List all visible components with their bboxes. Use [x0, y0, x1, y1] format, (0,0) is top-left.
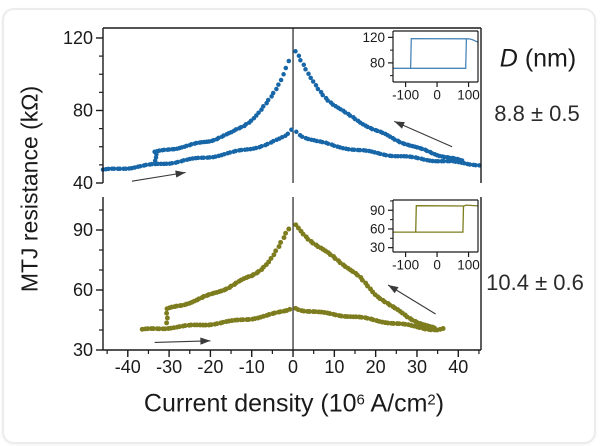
x-tick-label: -40	[115, 357, 141, 377]
y-tick-label: 80	[370, 55, 385, 70]
device2-diameter-value: 10.4 ± 0.6	[486, 270, 584, 295]
sweep-back-arrow	[387, 284, 436, 315]
diameter-symbol: D	[499, 44, 518, 73]
y-tick-label: 60	[73, 280, 93, 300]
y-tick-label: 30	[73, 340, 93, 360]
x-tick-label: -100	[392, 88, 419, 103]
device1-diameter-value: 8.8 ± 0.5	[494, 101, 580, 126]
panel-inset-bottom: 30 60 90 -100 0 100	[370, 199, 480, 273]
x-tick-label: 10	[324, 357, 344, 377]
x-tick-label: -20	[197, 357, 223, 377]
loop-segment-1	[409, 37, 479, 69]
x-tick-label: 100	[457, 88, 480, 103]
series-parallel-branch	[139, 305, 446, 333]
y-tick-label: 90	[370, 203, 385, 218]
diameter-unit: (nm)	[517, 44, 577, 73]
x-tick-label: 30	[407, 357, 427, 377]
x-tick-label: 0	[288, 357, 298, 377]
loop-segment-0	[393, 206, 465, 233]
x-axis-title-prefix: Current density (10	[143, 389, 357, 418]
x-tick-label: -30	[156, 357, 182, 377]
x-axis-title-exponent: 6	[356, 391, 365, 409]
x-tick-label: 20	[366, 357, 386, 377]
y-tick-label: 60	[370, 221, 385, 236]
y-tick-label: 30	[370, 240, 385, 255]
x-axis-title-suffix: )	[435, 389, 445, 418]
x-tick-label: -100	[392, 258, 419, 273]
y-tick-label: 40	[73, 173, 93, 193]
x-tick-label: -10	[239, 357, 265, 377]
panel-inset-top: 80 120 -100 0 100	[362, 30, 479, 103]
panel-main-top: 40 80 120	[63, 27, 482, 193]
x-axis-title: Current density (106 A/cm2)	[144, 390, 444, 419]
y-tick-label: 120	[63, 28, 93, 48]
x-axis-title-exponent2: 2	[427, 391, 436, 409]
x-tick-label: 40	[448, 357, 468, 377]
y-tick-label: 90	[73, 220, 93, 240]
x-tick-label: 0	[433, 88, 441, 103]
loop-segment-0	[393, 38, 468, 69]
y-tick-label: 80	[73, 100, 93, 120]
x-axis-title-mid: A/cm	[364, 389, 428, 418]
y-tick-label: 120	[362, 30, 385, 45]
series-antiparallel-branch	[152, 49, 465, 163]
y-axis-title: MTJ resistance (kΩ)	[16, 85, 43, 293]
sweep-right-arrow	[154, 337, 211, 345]
series-switch-step	[152, 152, 159, 164]
series-antiparallel-branch	[164, 222, 437, 331]
series-switch-step	[164, 310, 170, 326]
sweep-back-arrow	[394, 120, 453, 148]
loop-segment-1	[415, 204, 479, 233]
x-tick-label: 100	[457, 258, 480, 273]
x-tick-label: 0	[433, 258, 441, 273]
diameter-header: D (nm)	[500, 45, 576, 74]
sweep-right-arrow	[131, 170, 186, 182]
series-parallel-branch	[100, 127, 482, 172]
